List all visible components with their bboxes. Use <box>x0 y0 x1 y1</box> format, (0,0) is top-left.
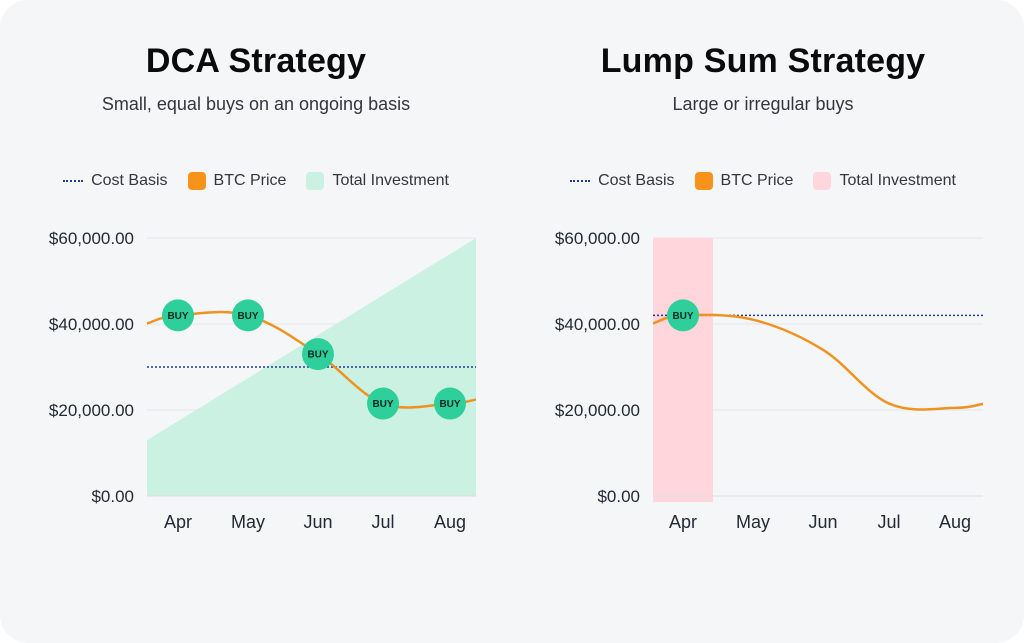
buy-marker-circle <box>367 387 399 420</box>
btc-price-swatch <box>187 172 206 190</box>
buy-marker: BUY <box>434 387 466 420</box>
legend-label: Total Investment <box>839 172 956 189</box>
buy-marker-label: BUY <box>237 311 258 322</box>
x-tick-label: May <box>736 512 770 532</box>
y-tick-label: $20,000.00 <box>49 401 134 420</box>
chart-title: Lump Sum Strategy <box>600 42 926 80</box>
buy-marker-label: BUY <box>307 350 328 361</box>
buy-marker-circle <box>232 299 264 332</box>
chart-subtitle: Small, equal buys on an ongoing basis <box>101 94 411 114</box>
buy-marker: BUY <box>667 299 699 332</box>
x-tick-label: Jul <box>877 512 900 532</box>
dca-panel: DCA Strategy Small, equal buys on an ong… <box>0 42 512 532</box>
legend-item-btc-price[interactable]: BTC Price <box>187 172 287 190</box>
x-tick-label: May <box>231 512 265 532</box>
lump-sum-panel: Lump Sum Strategy Large or irregular buy… <box>507 0 1019 643</box>
y-tick-label: $0.00 <box>91 487 134 506</box>
x-tick-label: Aug <box>939 512 971 532</box>
legend-label: BTC Price <box>213 172 287 189</box>
x-tick-label: Jun <box>808 512 837 532</box>
legend-label: Cost Basis <box>91 172 168 189</box>
x-tick-label: Apr <box>164 512 192 532</box>
legend-item-total-investment[interactable]: Total Investment <box>306 172 449 190</box>
y-tick-label: $40,000.00 <box>49 315 134 334</box>
total-investment-swatch <box>306 172 325 190</box>
legend-label: Cost Basis <box>598 172 675 189</box>
x-tick-label: Jul <box>371 512 394 532</box>
buy-marker-circle <box>434 387 466 420</box>
lump-sum-chart: $60,000.00 $40,000.00 $20,000.00 $0.00 Apr Ma… <box>555 229 984 532</box>
legend-item-cost-basis[interactable]: Cost Basis <box>63 172 168 190</box>
y-tick-label: $60,000.00 <box>49 229 134 248</box>
buy-marker: BUY <box>232 299 264 332</box>
legend: Cost Basis BTC Price Total Investment <box>0 172 512 190</box>
total-investment-swatch <box>813 172 832 190</box>
legend-label: Total Investment <box>332 172 449 189</box>
y-tick-label: $20,000.00 <box>555 401 640 420</box>
buy-marker: BUY <box>162 299 194 332</box>
cost-basis-swatch <box>570 180 591 182</box>
x-tick-label: Jun <box>303 512 332 532</box>
y-tick-label: $0.00 <box>597 487 640 506</box>
legend: Cost Basis BTC Price Total Investment <box>507 172 1019 190</box>
btc-price-swatch <box>694 172 713 190</box>
legend-item-btc-price[interactable]: BTC Price <box>694 172 794 190</box>
buy-marker-circle <box>302 338 334 371</box>
y-tick-label: $40,000.00 <box>555 315 640 334</box>
dca-chart: $60,000.00 $40,000.00 $20,000.00 $0.00 Apr Ma… <box>49 229 477 532</box>
buy-marker-circle <box>162 299 194 332</box>
chart-subtitle: Large or irregular buys <box>672 94 854 114</box>
chart-title: DCA Strategy <box>145 42 367 80</box>
buy-marker-label: BUY <box>167 311 188 322</box>
x-tick-label: Apr <box>669 512 697 532</box>
buy-marker: BUY <box>367 387 399 420</box>
cost-basis-swatch <box>63 180 84 182</box>
legend-item-total-investment[interactable]: Total Investment <box>813 172 956 190</box>
y-tick-label: $60,000.00 <box>555 229 640 248</box>
buy-marker-label: BUY <box>372 399 393 410</box>
legend-label: BTC Price <box>720 172 794 189</box>
legend-item-cost-basis[interactable]: Cost Basis <box>570 172 675 190</box>
buy-marker-label: BUY <box>672 311 693 322</box>
buy-marker-label: BUY <box>439 399 460 410</box>
total-investment-bar <box>653 238 713 502</box>
x-tick-label: Aug <box>434 512 466 532</box>
buy-marker-circle <box>667 299 699 332</box>
buy-marker: BUY <box>302 338 334 371</box>
